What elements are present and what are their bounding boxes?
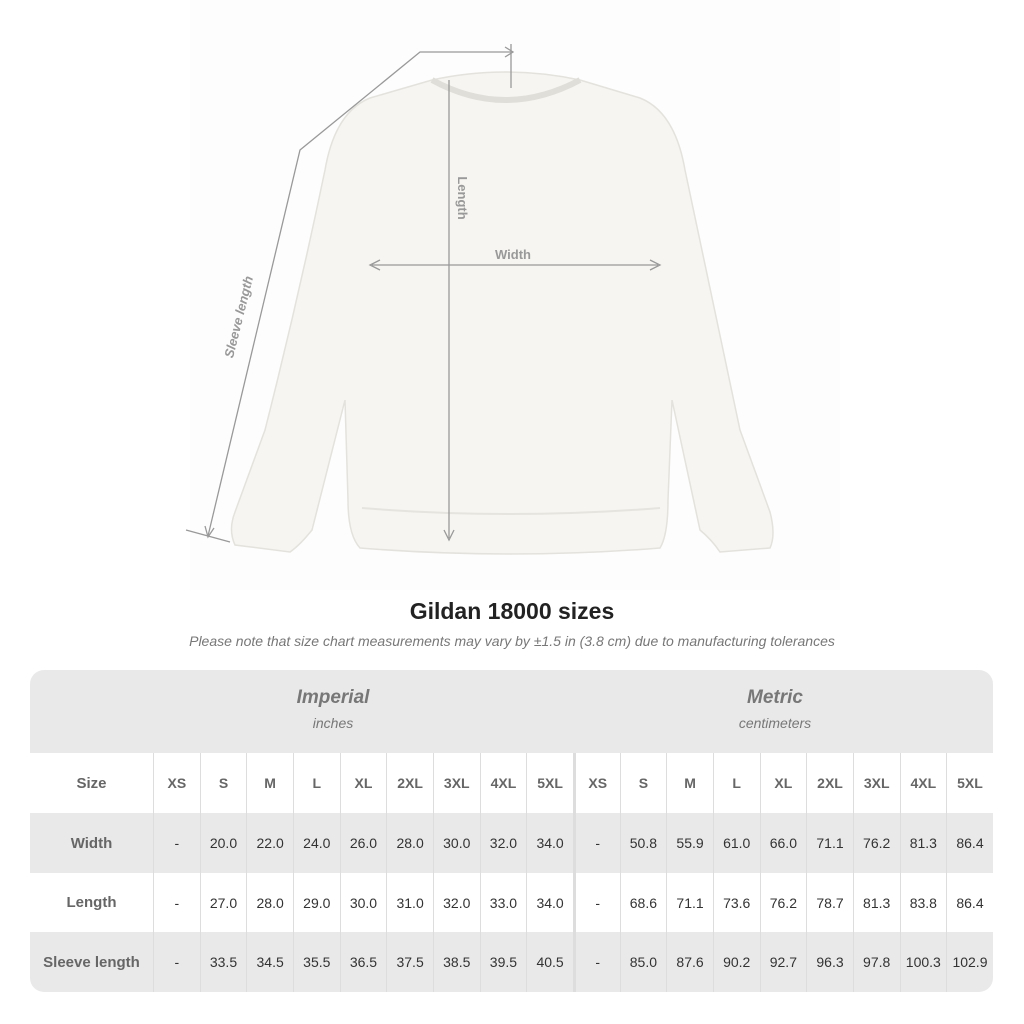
size-imperial-xl: XL xyxy=(339,753,387,813)
metric-value: 86.4 xyxy=(946,813,993,873)
sweatshirt-image xyxy=(230,71,774,555)
metric-value: 78.7 xyxy=(806,873,853,932)
imperial-value: 34.0 xyxy=(526,813,573,873)
imperial-value: 40.5 xyxy=(526,932,573,992)
size-metric-xs: XS xyxy=(572,753,620,813)
metric-value: 76.2 xyxy=(852,813,900,873)
table-row: Width -20.0 22.0 24.0 26.0 28.0 30.0 32.0 34.0-5… xyxy=(30,813,993,873)
metric-value: 102.9 xyxy=(946,932,993,992)
size-metric-l: L xyxy=(712,753,760,813)
imperial-value: - xyxy=(153,813,200,873)
imperial-value: 34.5 xyxy=(246,932,293,992)
imperial-value: 37.5 xyxy=(386,932,433,992)
metric-value: 85.0 xyxy=(619,932,667,992)
size-metric-s: S xyxy=(619,753,667,813)
metric-value: 66.0 xyxy=(759,813,807,873)
sweatshirt-diagram: Length Width Sleeve length xyxy=(185,44,774,555)
imperial-value: 38.5 xyxy=(432,932,480,992)
metric-value: - xyxy=(572,932,620,992)
imperial-value: 27.0 xyxy=(199,873,247,932)
metric-value: 71.1 xyxy=(806,813,853,873)
page-title: Gildan 18000 sizes xyxy=(409,598,615,624)
imperial-value: 36.5 xyxy=(339,932,387,992)
row-label: Width xyxy=(70,834,113,852)
metric-unit: centimeters xyxy=(738,715,812,731)
size-metric-3xl: 3XL xyxy=(852,753,900,813)
size-imperial-4xl: 4XL xyxy=(479,753,527,813)
metric-value: 55.9 xyxy=(666,813,713,873)
row-label: Length xyxy=(66,894,117,911)
imperial-value: 20.0 xyxy=(199,813,247,873)
table-row: Sleeve length -33.5 34.5 35.5 36.5 37.5 38.5 39… xyxy=(30,932,993,992)
metric-name: Metric xyxy=(747,687,803,708)
size-table: Imperial inches Metric centimeters Size X… xyxy=(30,670,993,992)
measurement-lines xyxy=(185,44,662,543)
size-metric-m: M xyxy=(666,753,713,813)
imperial-value: 32.0 xyxy=(432,873,480,932)
table-row: Length -27.0 28.0 29.0 30.0 31.0 32.0 33.0 34.0-… xyxy=(30,873,993,932)
metric-value: 71.1 xyxy=(666,873,713,932)
imperial-value: 34.0 xyxy=(526,873,573,932)
imperial-value: 28.0 xyxy=(246,873,293,932)
row-label: Sleeve length xyxy=(43,953,140,971)
imperial-value: 32.0 xyxy=(479,813,527,873)
imperial-header: Imperial inches xyxy=(123,687,543,731)
imperial-value: 30.0 xyxy=(432,813,480,873)
imperial-value: - xyxy=(153,932,200,992)
metric-value: 81.3 xyxy=(852,873,900,932)
metric-value: - xyxy=(572,873,620,932)
length-label: Length xyxy=(455,176,470,219)
width-label: Width xyxy=(495,247,531,262)
metric-value: 83.8 xyxy=(899,873,947,932)
size-imperial-m: M xyxy=(246,753,293,813)
size-metric-5xl: 5XL xyxy=(946,753,993,813)
size-imperial-l: L xyxy=(292,753,340,813)
imperial-name: Imperial xyxy=(296,687,370,708)
metric-value: 97.8 xyxy=(852,932,900,992)
metric-header: Metric centimeters xyxy=(565,687,985,731)
imperial-value: 35.5 xyxy=(292,932,340,992)
waistband-seam xyxy=(361,507,661,515)
metric-value: 81.3 xyxy=(899,813,947,873)
size-metric-4xl: 4XL xyxy=(899,753,947,813)
metric-value: - xyxy=(572,813,620,873)
size-metric-xl: XL xyxy=(759,753,807,813)
unit-header: Imperial inches Metric centimeters xyxy=(30,670,993,753)
imperial-value: 24.0 xyxy=(292,813,340,873)
size-imperial-3xl: 3XL xyxy=(432,753,480,813)
imperial-value: 28.0 xyxy=(386,813,433,873)
imperial-value: 30.0 xyxy=(339,873,387,932)
size-imperial-2xl: 2XL xyxy=(386,753,433,813)
metric-value: 76.2 xyxy=(759,873,807,932)
metric-value: 90.2 xyxy=(712,932,760,992)
size-label: Size xyxy=(76,774,107,792)
imperial-value: 33.0 xyxy=(479,873,527,932)
metric-value: 61.0 xyxy=(712,813,760,873)
imperial-unit: inches xyxy=(312,715,354,731)
imperial-value: 26.0 xyxy=(339,813,387,873)
metric-value: 86.4 xyxy=(946,873,993,932)
metric-value: 73.6 xyxy=(712,873,760,932)
imperial-value: - xyxy=(153,873,200,932)
metric-value: 87.6 xyxy=(666,932,713,992)
size-metric-2xl: 2XL xyxy=(806,753,853,813)
size-imperial-5xl: 5XL xyxy=(526,753,573,813)
metric-value: 100.3 xyxy=(899,932,947,992)
metric-value: 96.3 xyxy=(806,932,853,992)
size-header-row: Size XS S M L XL 2XL 3XL 4XL 5XL XS S M L XL 2XL 3XL 4XL 5… xyxy=(30,753,993,813)
imperial-value: 29.0 xyxy=(292,873,340,932)
imperial-value: 22.0 xyxy=(246,813,293,873)
imperial-value: 31.0 xyxy=(386,873,433,932)
size-imperial-s: S xyxy=(199,753,247,813)
metric-value: 68.6 xyxy=(619,873,667,932)
tolerance-note: Please note that size chart measurements… xyxy=(189,633,835,649)
imperial-value: 33.5 xyxy=(199,932,247,992)
metric-value: 92.7 xyxy=(759,932,807,992)
metric-value: 50.8 xyxy=(619,813,667,873)
sleeve-length-line xyxy=(207,51,511,537)
imperial-value: 39.5 xyxy=(479,932,527,992)
size-imperial-xs: XS xyxy=(153,753,200,813)
